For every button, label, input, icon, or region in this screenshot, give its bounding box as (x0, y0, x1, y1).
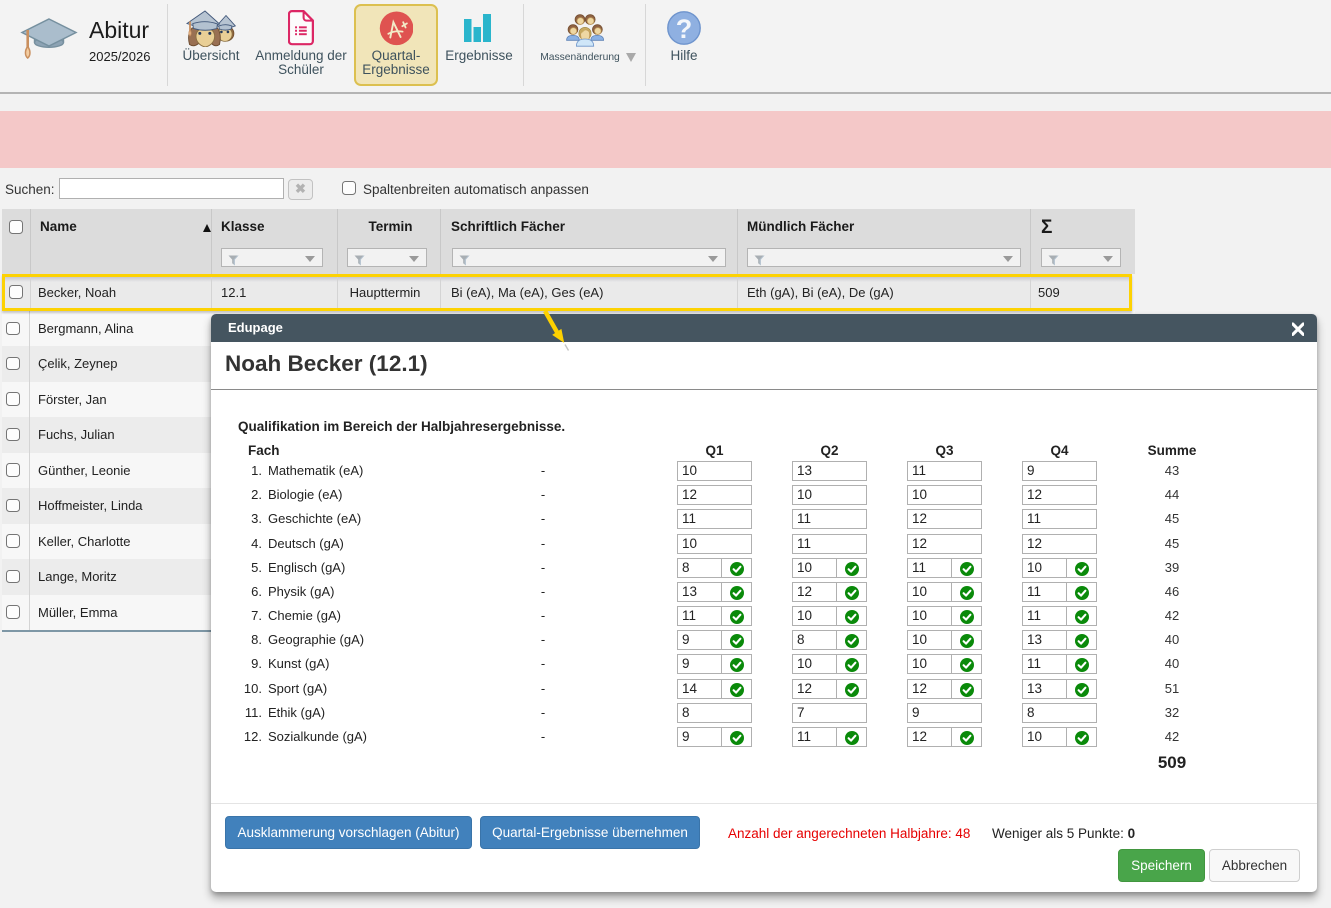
svg-text:?: ? (676, 14, 693, 44)
